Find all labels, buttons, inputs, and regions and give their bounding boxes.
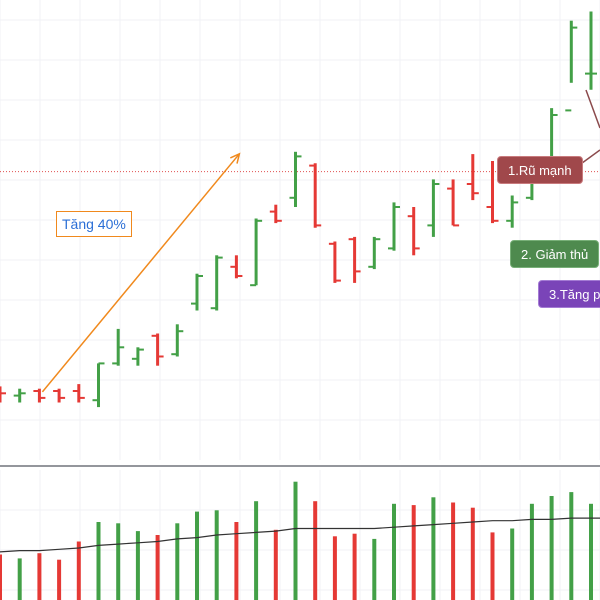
volume-bar xyxy=(549,496,554,600)
trend-arrow-line xyxy=(41,153,240,393)
volume-bar xyxy=(451,502,456,600)
volume-bar xyxy=(431,497,436,600)
volume-bar xyxy=(392,503,396,600)
volume-bar xyxy=(17,558,22,600)
volume-bar xyxy=(37,553,42,600)
volume-bar xyxy=(293,481,298,600)
annotation-label-2: 2. Giảm thủ xyxy=(510,240,600,268)
volume-bar xyxy=(175,523,180,600)
volume-ma-line xyxy=(0,517,600,553)
annotation-label-1: 1.Rũ mạnh xyxy=(497,156,583,184)
volume-bar xyxy=(0,554,2,600)
volume-bar xyxy=(96,522,101,600)
volume-bar xyxy=(76,541,81,600)
annotation-connector xyxy=(585,89,600,129)
volume-bar xyxy=(195,511,199,600)
volume-bar xyxy=(57,559,62,600)
volume-bar xyxy=(589,503,593,600)
volume-bar xyxy=(273,529,278,600)
volume-bar xyxy=(332,536,337,600)
trend-arrow-head xyxy=(229,152,241,164)
gain-label: Tăng 40% xyxy=(56,211,132,237)
volume-bar xyxy=(510,528,515,600)
volume-bar xyxy=(470,507,475,600)
annotation-label-3: 3.Tăng p xyxy=(538,280,600,308)
volume-bar xyxy=(352,533,357,600)
volume-bar xyxy=(529,503,534,600)
volume-bar xyxy=(234,522,239,600)
volume-bar xyxy=(490,532,495,600)
volume-bar xyxy=(254,501,259,600)
volume-bar xyxy=(155,535,160,600)
volume-bar xyxy=(214,510,219,600)
volume-bar xyxy=(135,531,140,600)
volume-bar xyxy=(569,492,574,600)
volume-bar xyxy=(116,523,121,600)
volume-bar xyxy=(313,501,318,600)
volume-bar xyxy=(372,538,377,600)
volume-bar xyxy=(411,505,416,600)
